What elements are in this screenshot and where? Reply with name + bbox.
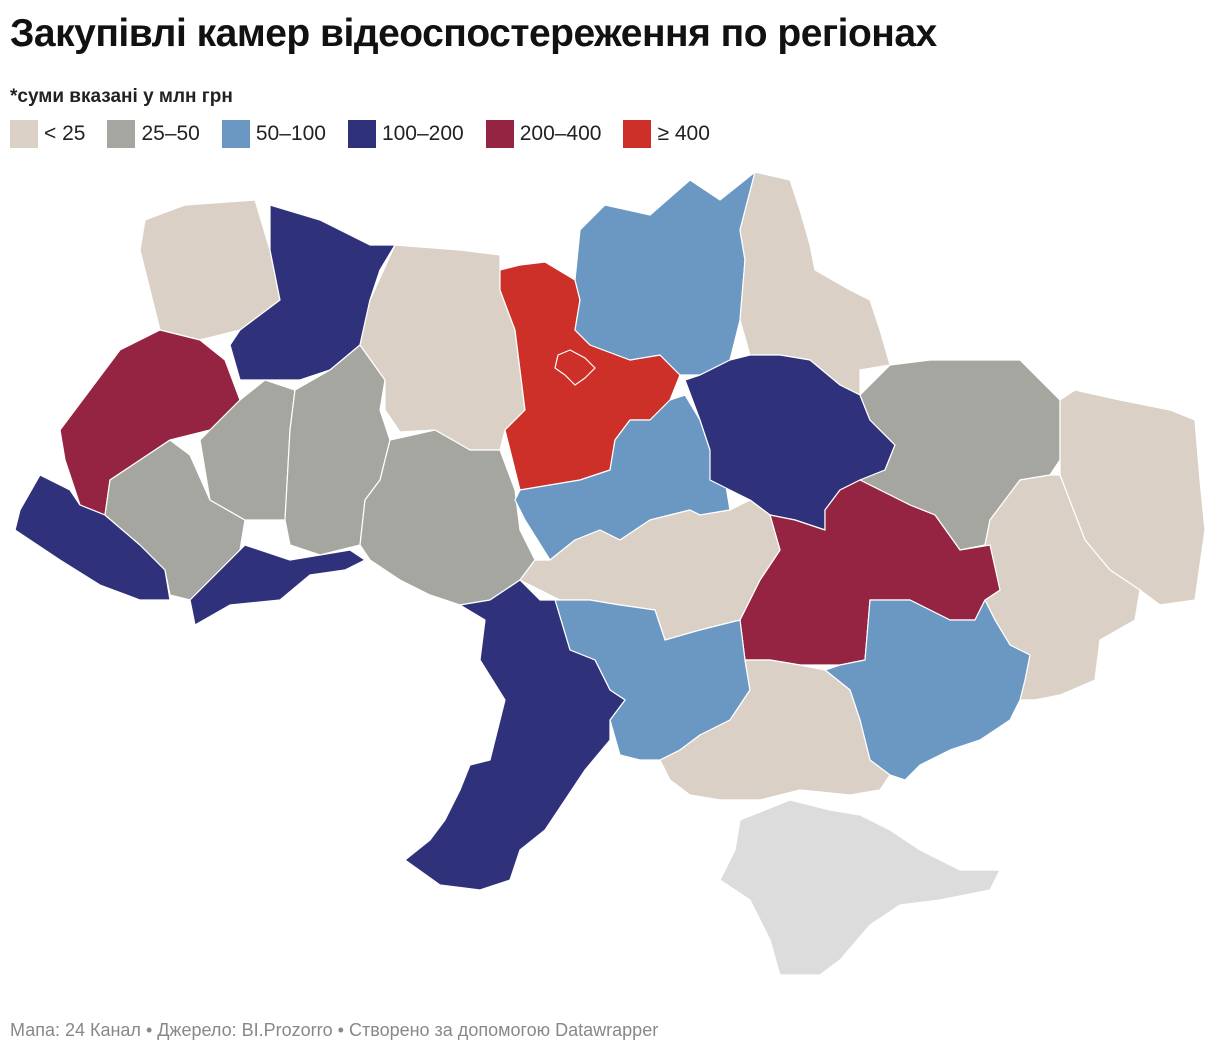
region	[554, 349, 596, 386]
legend-swatch	[10, 120, 38, 148]
legend-item: 200–400	[485, 120, 602, 148]
legend-item: < 25	[10, 120, 85, 148]
legend-label: 100–200	[381, 122, 464, 145]
legend-item: 100–200	[347, 120, 464, 148]
map	[14, 171, 1206, 976]
legend-label: < 25	[44, 122, 86, 145]
legend-swatch	[221, 120, 250, 148]
legend-label: 25–50	[141, 122, 200, 145]
legend-item: 25–50	[107, 120, 200, 148]
region	[659, 659, 891, 801]
region	[14, 474, 171, 601]
legend-swatch	[485, 120, 514, 148]
region	[189, 544, 366, 626]
legend-swatch	[107, 120, 136, 148]
region	[359, 429, 536, 606]
legend-swatch	[347, 120, 376, 148]
region	[404, 579, 626, 891]
region	[739, 171, 891, 396]
legend: < 25 25–50 50–100 100–200 200–400 ≥ 400	[10, 120, 710, 148]
crimea	[719, 799, 1001, 976]
legend-item: 50–100	[221, 120, 326, 148]
region	[359, 244, 526, 451]
region	[574, 171, 756, 376]
legend-label: 50–100	[255, 122, 326, 145]
legend-swatch	[623, 120, 652, 148]
legend-label: ≥ 400	[657, 122, 710, 145]
subtitle: *суми вказані у млн грн	[10, 86, 233, 107]
footer: Мапа: 24 Канал • Джерело: BI.Prozorro • …	[10, 1020, 659, 1040]
legend-label: 200–400	[519, 122, 602, 145]
legend-item: ≥ 400	[623, 120, 710, 148]
title: Закупівлі камер відеоспостереження по ре…	[10, 12, 937, 55]
